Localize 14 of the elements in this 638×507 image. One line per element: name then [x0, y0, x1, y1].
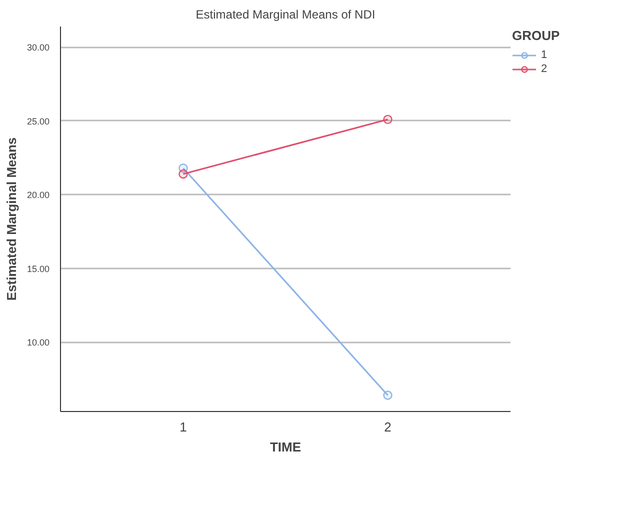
y-axis-title: Estimated Marginal Means — [4, 137, 19, 301]
point — [383, 114, 392, 124]
legend-label: 1 — [541, 48, 548, 62]
y-tick-label: 20.00 — [26, 190, 50, 200]
y-tick-label: 10.00 — [26, 338, 50, 348]
y-tick-label: 25.00 — [26, 116, 50, 126]
legend-title: GROUP — [512, 28, 561, 43]
y-tick-label: 30.00 — [26, 42, 50, 53]
y-tick-label: 15.00 — [26, 264, 50, 274]
x-axis-title: TIME — [270, 440, 302, 454]
point — [383, 390, 392, 400]
chart-title: Estimated Marginal Means of NDI — [196, 8, 376, 22]
point — [178, 169, 188, 179]
legend-label: 2 — [541, 62, 548, 76]
